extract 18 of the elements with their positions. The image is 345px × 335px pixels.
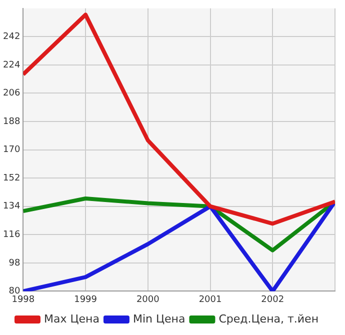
legend-label: Max Цена xyxy=(44,312,100,326)
y-tick-label: 188 xyxy=(2,116,20,127)
legend-label: Min Цена xyxy=(132,312,186,326)
y-tick-label: 170 xyxy=(2,145,20,156)
y-tick-label: 242 xyxy=(2,32,20,42)
x-tick-label: 2002 xyxy=(261,294,284,305)
y-tick-label: 152 xyxy=(2,173,20,184)
x-tick-label: 1999 xyxy=(74,294,98,305)
y-tick-label: 98 xyxy=(8,258,20,268)
y-tick-label: 80 xyxy=(8,286,20,297)
y-tick-label: 116 xyxy=(2,230,20,240)
y-tick-label: 224 xyxy=(2,60,20,70)
y-tick-label: 134 xyxy=(2,202,20,212)
x-tick-label: 2000 xyxy=(136,294,160,305)
y-tick-label: 206 xyxy=(2,88,20,99)
x-tick-label: 1998 xyxy=(12,294,35,305)
legend-label: Сред.Цена, т.йен xyxy=(218,312,319,326)
x-tick-label: 2001 xyxy=(198,294,222,305)
